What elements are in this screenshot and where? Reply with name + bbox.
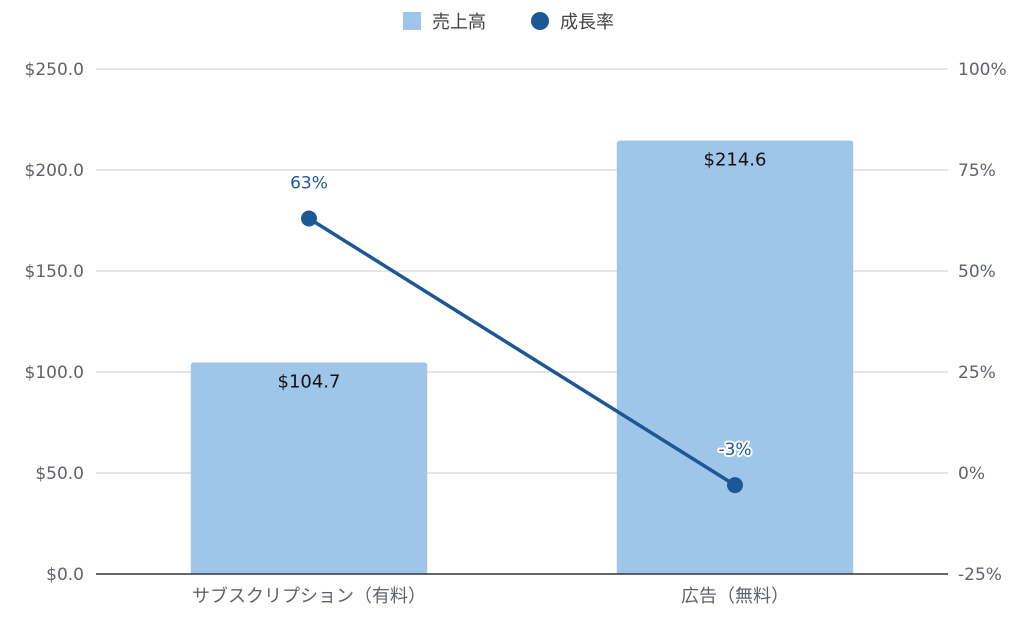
- growth-value-label: 63%: [290, 173, 328, 193]
- growth-line: [301, 210, 743, 494]
- legend-label-sales: 売上高: [432, 12, 486, 33]
- growth-point: [301, 210, 317, 227]
- growth-line-path: [308, 216, 736, 487]
- axes: $0.0 -25% $50.0 0% $100.0 25% $150.0 50% $200.0 7…: [25, 60, 1007, 607]
- y-right-tick-label: 100%: [958, 60, 1007, 80]
- y-right-tick-label: 25%: [958, 363, 996, 383]
- bar: [616, 140, 854, 574]
- y-left-tick-label: $50.0: [35, 464, 84, 484]
- y-right-tick-label: 0%: [958, 464, 985, 484]
- legend: 売上高 成長率: [403, 12, 614, 33]
- x-category-label: 広告（無料）: [681, 586, 789, 607]
- y-left-tick-label: $200.0: [25, 161, 84, 181]
- bar: [190, 362, 428, 574]
- y-left-tick-label: $100.0: [25, 363, 84, 383]
- y-right-tick-label: -25%: [958, 565, 1002, 585]
- legend-swatch-sales: [403, 12, 421, 30]
- y-left-tick-label: $150.0: [25, 262, 84, 282]
- data-labels: $104.7 $214.6 63% -3%: [278, 150, 767, 463]
- growth-point: [727, 477, 743, 494]
- y-left-tick-label: $0.0: [46, 565, 84, 585]
- x-category-label: サブスクリプション（有料）: [192, 585, 426, 607]
- legend-label-growth: 成長率: [560, 12, 614, 33]
- legend-swatch-growth: [531, 12, 549, 30]
- y-left-tick-label: $250.0: [25, 60, 84, 80]
- y-right-tick-label: 50%: [958, 262, 996, 282]
- bar-value-label: $214.6: [704, 150, 767, 171]
- bar-value-label: $104.7: [278, 372, 341, 393]
- y-right-tick-label: 75%: [958, 161, 996, 181]
- bars: [190, 140, 854, 574]
- growth-value-label: -3%: [718, 440, 751, 460]
